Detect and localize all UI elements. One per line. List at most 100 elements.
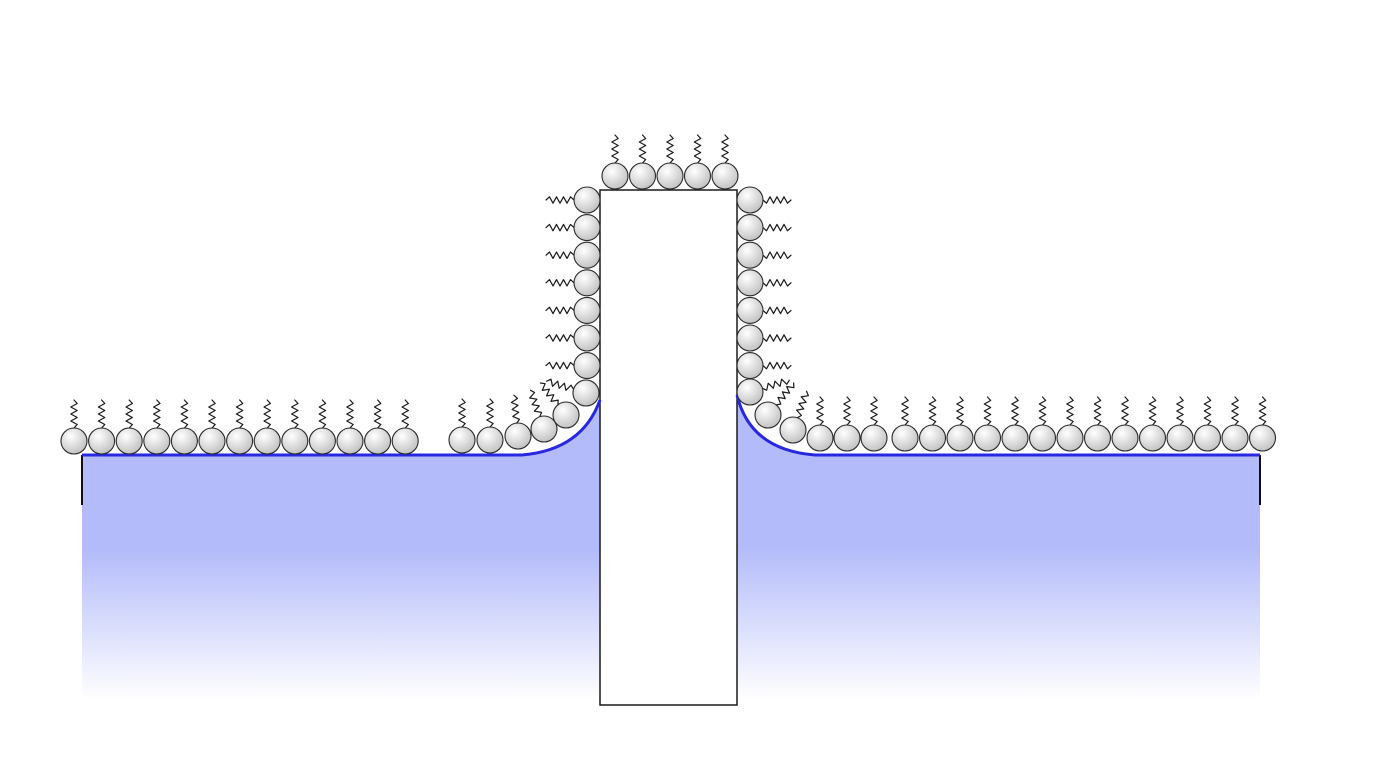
- surfactant-molecule: [545, 324, 601, 352]
- molecule-head: [736, 352, 764, 380]
- molecule-head: [736, 296, 764, 324]
- surfactant-molecule: [545, 269, 601, 297]
- surfactant-molecule: [918, 396, 947, 452]
- molecule-head: [170, 427, 198, 455]
- molecule-tail: [666, 134, 674, 164]
- molecule-tail: [762, 251, 792, 259]
- surfactant-molecule: [545, 352, 601, 380]
- molecule-tail: [545, 196, 575, 204]
- molecule-head: [1111, 424, 1139, 452]
- molecule-tail: [1258, 396, 1267, 426]
- surfactant-molecule: [364, 399, 392, 455]
- molecule-head: [504, 422, 532, 450]
- molecule-tail: [539, 382, 559, 406]
- surfactant-molecule: [226, 399, 254, 455]
- molecule-tail: [1203, 396, 1212, 426]
- molecule-tail: [762, 334, 792, 342]
- plate-top-monolayer: [601, 134, 739, 190]
- molecule-tail: [70, 399, 78, 429]
- molecule-tail: [1121, 396, 1129, 426]
- surfactant-molecule: [539, 382, 580, 429]
- molecule-tail: [486, 398, 494, 428]
- molecule-head: [573, 214, 601, 242]
- molecule-tail: [761, 378, 790, 391]
- molecule-head: [736, 241, 764, 269]
- molecule-tail: [638, 134, 647, 164]
- molecule-head: [226, 427, 254, 455]
- molecule-head: [448, 426, 476, 454]
- molecule-head: [1193, 424, 1222, 452]
- molecule-head: [891, 424, 919, 452]
- molecule-tail: [816, 396, 824, 426]
- surfactant-molecule: [736, 186, 792, 214]
- molecule-head: [552, 401, 580, 429]
- molecule-tail: [1093, 396, 1102, 426]
- molecule-head: [198, 427, 226, 455]
- molecule-tail: [956, 396, 964, 426]
- molecule-head: [946, 424, 974, 452]
- molecule-head: [656, 162, 684, 190]
- molecule-head: [736, 269, 764, 297]
- molecule-head: [736, 214, 764, 242]
- molecule-tail: [545, 223, 575, 232]
- molecule-tail: [1148, 396, 1157, 426]
- molecule-tail: [208, 399, 216, 429]
- molecule-head: [1221, 424, 1249, 452]
- molecule-head: [573, 186, 601, 214]
- surfactant-molecule: [281, 399, 309, 455]
- molecule-tail: [762, 223, 792, 232]
- molecule-tail: [796, 390, 809, 419]
- molecule-head: [1138, 424, 1167, 452]
- molecule-tail: [263, 399, 271, 429]
- surfactant-molecule: [683, 134, 712, 190]
- molecule-head: [1028, 424, 1057, 452]
- molecule-tail: [97, 399, 106, 429]
- surfactant-molecule: [736, 241, 792, 269]
- molecule-tail: [775, 382, 795, 406]
- surfactant-molecule: [656, 134, 684, 190]
- molecule-head: [573, 324, 601, 352]
- molecule-head: [143, 427, 171, 455]
- molecule-head: [281, 427, 309, 455]
- molecule-tail: [693, 134, 702, 164]
- molecule-tail: [125, 399, 133, 429]
- molecule-tail: [180, 399, 189, 429]
- molecule-tail: [545, 334, 575, 342]
- molecule-tail: [458, 398, 466, 428]
- meniscus-monolayer-left: [504, 378, 600, 450]
- surface-monolayer-right: [806, 396, 1277, 452]
- surfactant-molecule: [891, 396, 919, 452]
- molecule-tail: [762, 306, 792, 315]
- surfactant-molecule: [60, 399, 88, 455]
- molecule-tail: [373, 399, 382, 429]
- surfactant-molecule: [736, 269, 792, 297]
- molecule-head: [860, 424, 888, 452]
- surfactant-molecule: [308, 399, 336, 455]
- meniscus-monolayer-right: [736, 378, 809, 444]
- surfactant-molecule: [1248, 396, 1277, 452]
- surfactant-molecule: [806, 396, 834, 452]
- liquid-bath-left: [82, 400, 600, 700]
- surfactant-molecule: [628, 134, 657, 190]
- surfactant-molecule: [601, 134, 629, 190]
- molecule-tail: [762, 196, 792, 204]
- molecule-head: [806, 424, 834, 452]
- molecule-head: [1166, 424, 1194, 452]
- molecule-head: [336, 427, 364, 455]
- molecule-head: [391, 427, 419, 455]
- molecule-tail: [346, 399, 354, 429]
- molecule-tail: [545, 306, 575, 315]
- surfactant-molecule: [529, 389, 558, 443]
- molecule-head: [973, 424, 1002, 452]
- surfactant-molecule: [198, 399, 226, 455]
- surfactant-molecule: [1138, 396, 1167, 452]
- surfactant-molecule: [1028, 396, 1057, 452]
- surfactant-molecule: [736, 296, 792, 324]
- molecule-head: [628, 162, 657, 190]
- molecule-head: [573, 296, 601, 324]
- surfactant-molecule: [1083, 396, 1112, 452]
- molecule-tail: [928, 396, 937, 426]
- surfactant-molecule: [860, 396, 888, 452]
- surfactant-molecule: [143, 399, 171, 455]
